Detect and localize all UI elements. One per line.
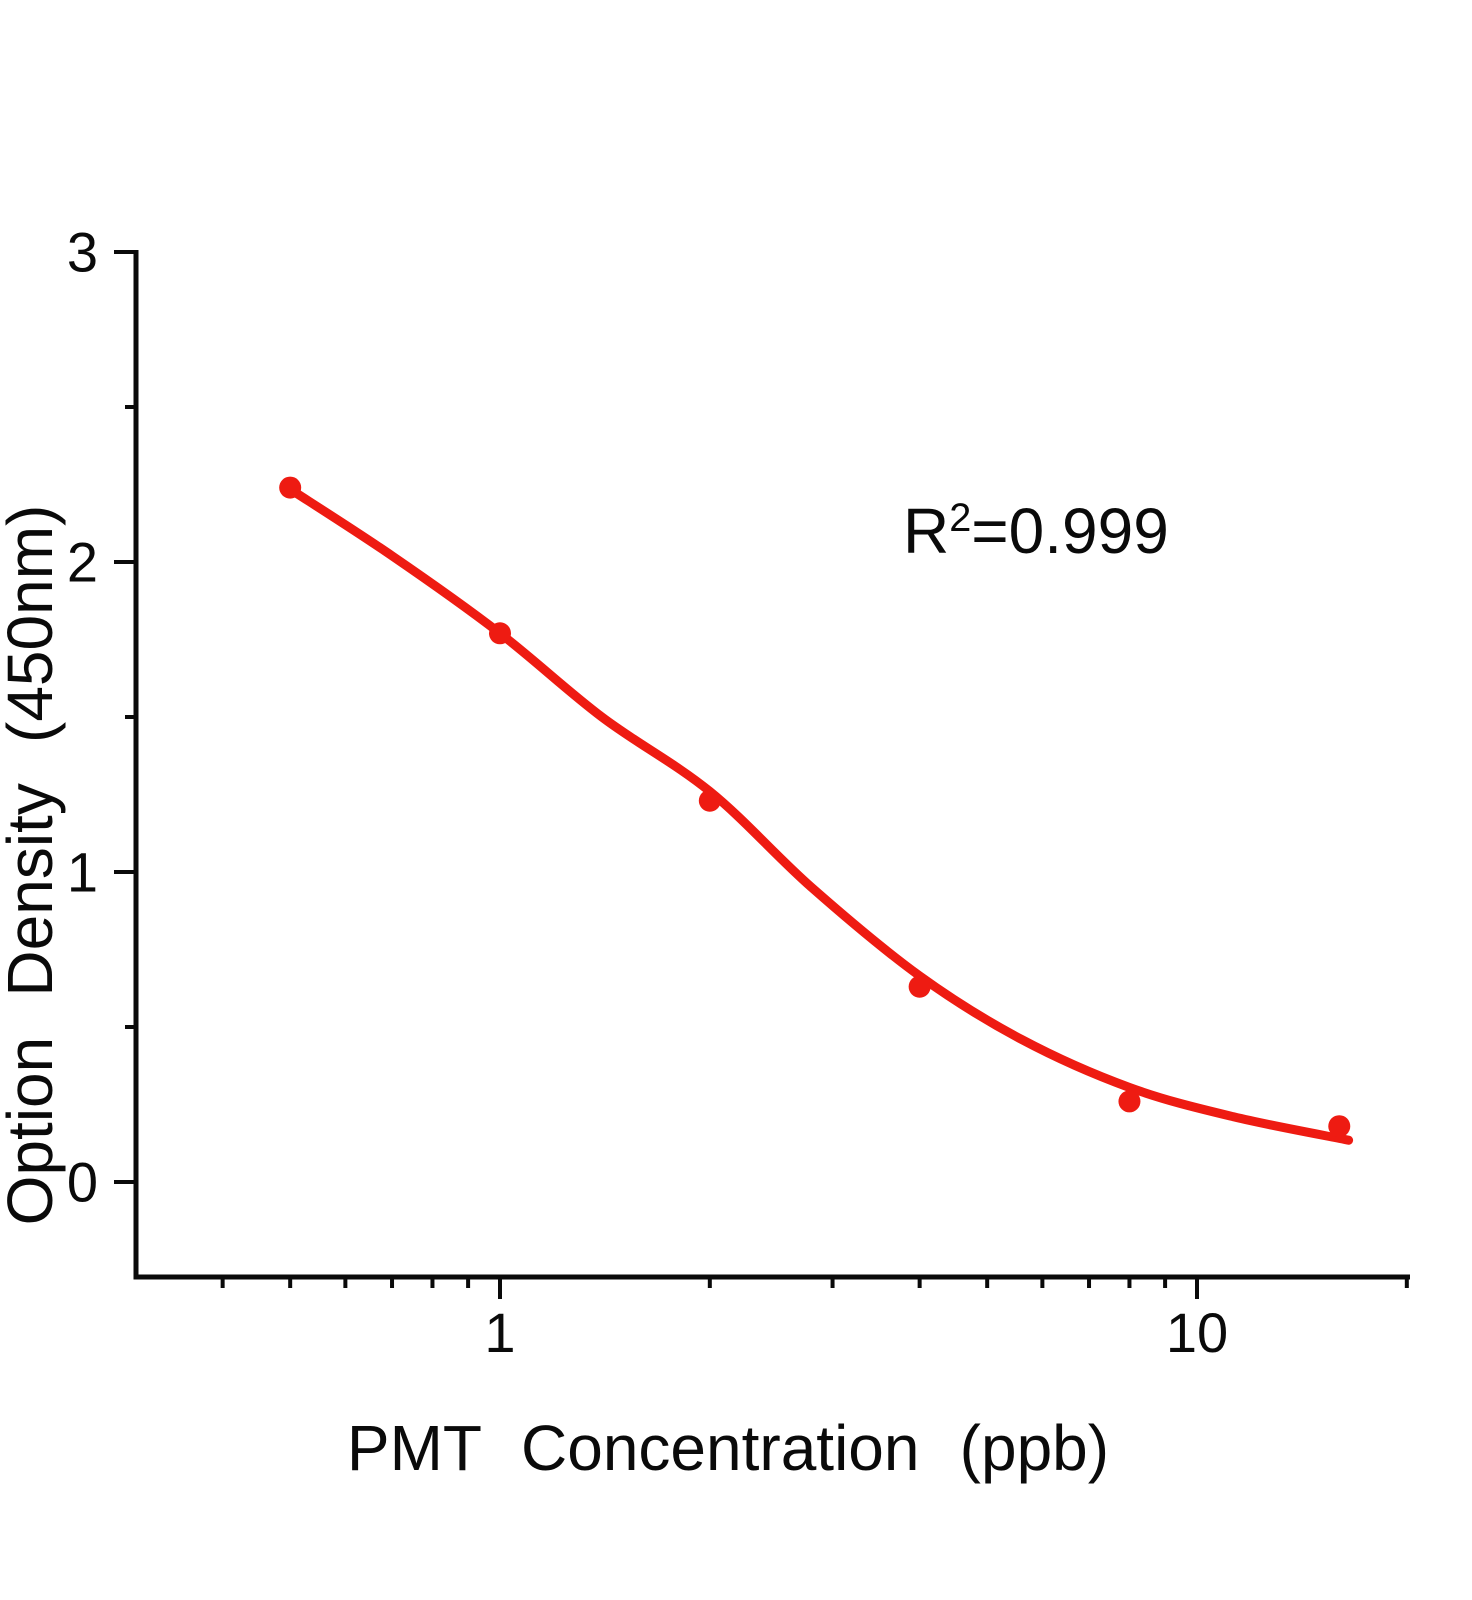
data-point xyxy=(279,476,302,499)
x-tick-label: 1 xyxy=(484,1301,515,1364)
r-squared-value: =0.999 xyxy=(971,495,1169,567)
fit-curve xyxy=(285,484,1354,1145)
data-point xyxy=(489,622,511,645)
r-squared-base: R xyxy=(903,495,950,567)
data-point xyxy=(698,789,721,812)
y-tick-label: 1 xyxy=(67,841,98,904)
r-squared-annotation: R2=0.999 xyxy=(903,494,1169,568)
data-point xyxy=(1328,1115,1351,1138)
x-axis-title: PMT Concentration (ppb) xyxy=(346,1412,1110,1484)
y-axis-title: Option Density (450nm) xyxy=(0,504,66,1226)
y-tick-label: 0 xyxy=(67,1151,98,1214)
r-squared-exponent: 2 xyxy=(949,496,972,541)
data-point xyxy=(1118,1090,1141,1113)
x-tick-label: 10 xyxy=(1166,1301,1228,1364)
y-tick-label: 3 xyxy=(67,221,98,284)
data-point xyxy=(908,975,931,998)
y-tick-label: 2 xyxy=(67,531,98,594)
